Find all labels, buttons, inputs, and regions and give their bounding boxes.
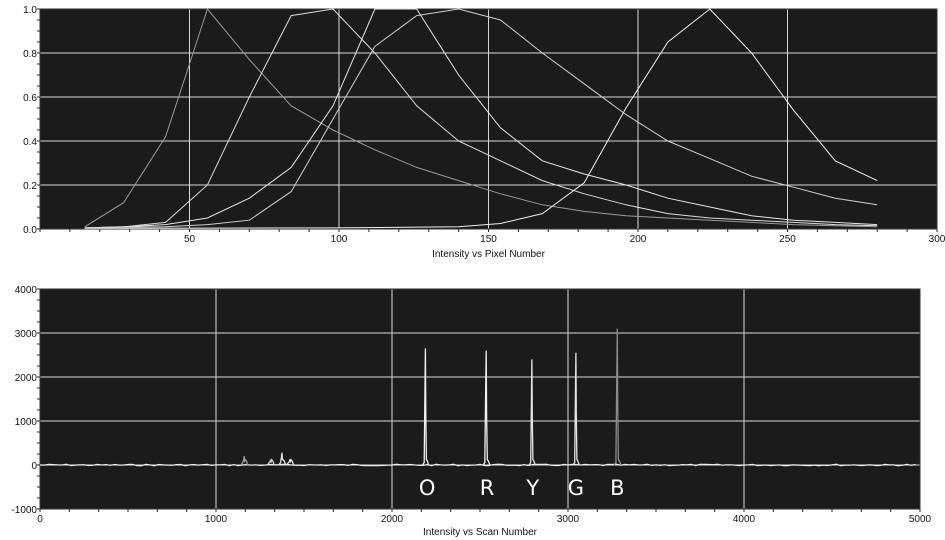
spectral-plot: 50 100 150 200 250 300 0.0 0.2 0.4 0.6 0.8 1.0 Inten… [23,5,945,260]
y-tick-label: 1000 [15,417,38,428]
y-tick-label: 2000 [15,373,38,384]
x-tick-label: 200 [630,234,647,245]
y-tick-label: 0.4 [23,137,37,148]
dye-label-o: O [419,476,436,500]
x-axis-title: Intensity vs Pixel Number [432,249,545,260]
series-line-2 [84,8,878,229]
x-tick-label: 0 [37,514,43,525]
plot-frame [39,288,921,510]
dye-label-b: B [610,476,624,500]
peak-3 [278,452,287,466]
y-tick-label: 4000 [15,285,38,296]
x-tick-label: 3000 [557,514,580,525]
peak-9 [613,328,622,466]
dye-label-r: R [480,476,495,500]
series-line-4 [84,8,878,229]
plot-background [40,289,920,509]
electropherogram-plot: 0 1000 2000 3000 4000 5000-100001000200030004… [11,285,931,538]
x-tick-label: 250 [779,234,796,245]
peak-6 [482,350,491,466]
x-axis-title: Intensity vs Scan Number [423,527,538,538]
x-tick-label: 4000 [733,514,756,525]
x-tick-label: 5000 [909,514,932,525]
x-tick-label: 50 [184,234,196,245]
y-tick-label: 0.8 [23,49,37,60]
plot-frame [39,8,938,230]
y-tick-label: 1.0 [23,5,37,16]
series-line-3 [84,8,878,229]
dye-label-g: G [568,476,584,500]
series-line-5 [84,8,878,229]
y-tick-label: 3000 [15,329,38,340]
x-tick-label: 150 [480,234,497,245]
y-tick-label: 0 [31,461,37,472]
y-tick-label: 0.6 [23,93,37,104]
y-tick-label: -1000 [11,505,37,516]
peak-1 [240,456,249,466]
series-line-1 [84,7,878,228]
peak-8 [572,352,580,466]
peak-7 [528,359,536,466]
peak-5 [422,348,430,466]
x-tick-label: 300 [929,234,945,245]
x-tick-label: 1000 [205,514,228,525]
peak-2 [266,458,275,466]
x-tick-label: 100 [331,234,348,245]
x-tick-label: 2000 [381,514,404,525]
y-tick-label: 0.2 [23,181,37,192]
peak-4 [286,458,295,466]
baseline-trace [39,463,916,467]
y-tick-label: 0.0 [23,225,37,236]
dye-label-y: Y [525,476,539,500]
